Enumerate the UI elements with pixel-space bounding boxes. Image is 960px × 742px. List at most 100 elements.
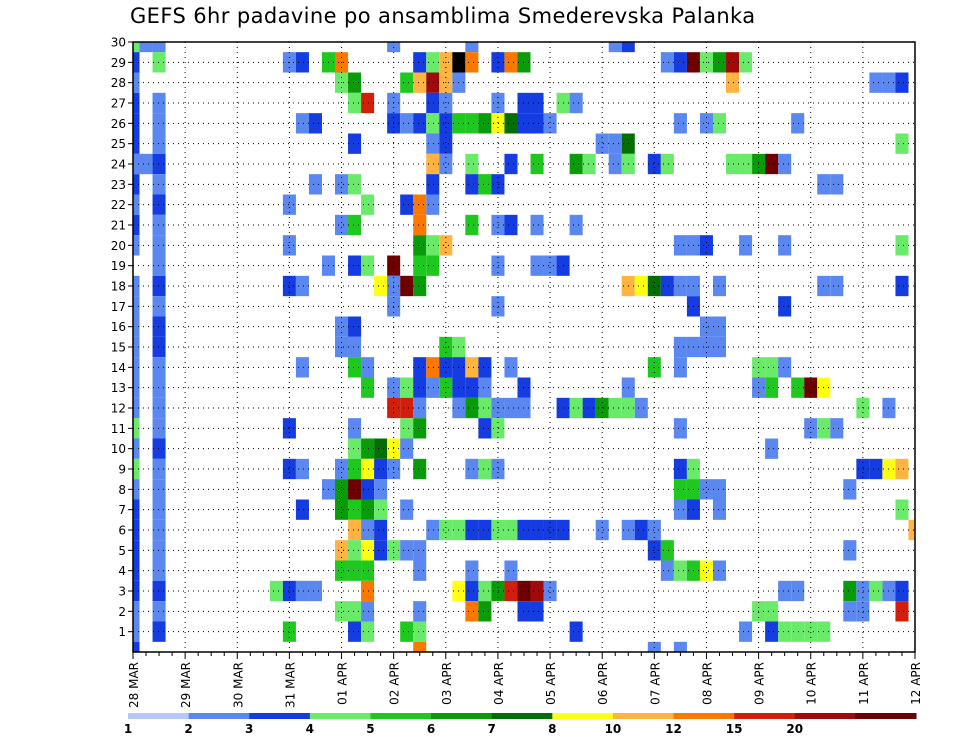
heatmap-cell: [660, 275, 674, 297]
heatmap-cell: [426, 113, 440, 134]
y-tick-label: 22: [111, 198, 126, 212]
heatmap-cell: [361, 458, 375, 480]
heatmap-cell: [282, 458, 296, 480]
y-tick-label: 12: [111, 402, 126, 416]
heatmap-cell: [152, 255, 166, 276]
heatmap-cell: [465, 153, 479, 175]
heatmap-cell: [426, 52, 440, 73]
heatmap-cell: [413, 458, 427, 480]
heatmap-cell: [778, 153, 792, 175]
heatmap-cell: [465, 560, 479, 581]
heatmap-cell: [491, 580, 505, 602]
heatmap-cell: [478, 113, 492, 134]
heatmap-cell: [791, 580, 805, 602]
colorbar-swatch: [188, 713, 250, 719]
heatmap-cell: [361, 621, 375, 642]
heatmap-cell: [413, 418, 427, 439]
colorbar-label: 20: [786, 722, 803, 736]
y-tick-label: 15: [111, 341, 126, 355]
heatmap-cell: [465, 580, 479, 602]
heatmap-cell: [765, 601, 779, 622]
heatmap-cell: [699, 479, 713, 500]
heatmap-cell: [673, 418, 687, 439]
heatmap-cell: [634, 519, 648, 541]
heatmap-cell: [139, 153, 153, 175]
heatmap-cell: [726, 153, 740, 175]
heatmap-cell: [152, 296, 166, 317]
heatmap-cell: [152, 560, 166, 581]
heatmap-cell: [413, 235, 427, 256]
heatmap-cell: [335, 601, 349, 622]
heatmap-cell: [133, 174, 140, 195]
x-tick-label: 07 APR: [648, 662, 662, 705]
heatmap-cell: [413, 540, 427, 561]
heatmap-cell: [504, 113, 518, 134]
heatmap-cell: [791, 621, 805, 642]
heatmap-cell: [491, 458, 505, 480]
heatmap-cell: [660, 52, 674, 73]
chart-title: GEFS 6hr padavine po ansamblima Smederev…: [130, 4, 756, 28]
heatmap-cell: [843, 540, 857, 561]
heatmap-cell: [608, 397, 622, 419]
heatmap-cell: [152, 479, 166, 500]
heatmap-cell: [400, 194, 414, 215]
colorbar-swatch: [370, 713, 432, 719]
heatmap-cell: [778, 235, 792, 256]
heatmap-cell: [830, 418, 844, 439]
heatmap-cell: [856, 580, 870, 602]
heatmap-cell: [712, 560, 727, 581]
heatmap-cell: [374, 540, 388, 561]
heatmap-cell: [791, 377, 805, 398]
heatmap-cell: [478, 377, 492, 398]
heatmap-cell: [335, 214, 349, 236]
heatmap-cell: [765, 377, 779, 398]
colorbar-swatch: [128, 713, 190, 719]
x-tick-label: 02 APR: [388, 662, 402, 705]
heatmap-cell: [295, 275, 309, 297]
heatmap-cell: [361, 92, 375, 114]
heatmap-cells: [133, 42, 915, 652]
heatmap-cell: [400, 418, 414, 439]
heatmap-cell: [400, 438, 414, 459]
heatmap-cell: [530, 519, 544, 541]
heatmap-cell: [908, 519, 915, 541]
heatmap-cell: [712, 479, 727, 500]
heatmap-cell: [439, 235, 453, 256]
heatmap-cell: [133, 560, 140, 581]
heatmap-cell: [491, 296, 505, 317]
y-tick-label: 19: [111, 259, 126, 273]
heatmap-cell: [712, 316, 727, 337]
heatmap-cell: [765, 438, 779, 459]
y-tick-label: 27: [111, 97, 126, 111]
colorbar-label: 7: [488, 722, 496, 736]
heatmap-cell: [504, 519, 518, 541]
heatmap-cell: [895, 601, 909, 622]
x-tick-label: 03 APR: [440, 662, 454, 705]
heatmap-cell: [465, 458, 479, 480]
heatmap-cell: [726, 72, 740, 93]
heatmap-cell: [569, 621, 583, 642]
heatmap-cell: [133, 418, 140, 439]
y-tick-label: 17: [111, 300, 126, 314]
x-tick-label: 05 APR: [544, 662, 558, 705]
x-tick-label: 10 APR: [805, 662, 819, 705]
heatmap-cell: [699, 560, 713, 581]
heatmap-cell: [361, 540, 375, 561]
heatmap-cell: [504, 397, 518, 419]
heatmap-cell: [400, 113, 414, 134]
heatmap-cell: [152, 336, 166, 358]
heatmap-cell: [295, 580, 309, 602]
heatmap-cell: [413, 377, 427, 398]
heatmap-cell: [413, 52, 427, 73]
heatmap-cell: [660, 560, 674, 581]
heatmap-cell: [478, 418, 492, 439]
heatmap-cell: [133, 133, 140, 154]
heatmap-cell: [608, 133, 622, 154]
heatmap-cell: [413, 601, 427, 622]
heatmap-cell: [478, 357, 492, 378]
heatmap-cell: [348, 174, 362, 195]
heatmap-cell: [530, 153, 544, 175]
heatmap-cell: [348, 499, 362, 520]
heatmap-cell: [152, 580, 166, 602]
heatmap-cell: [133, 519, 140, 541]
